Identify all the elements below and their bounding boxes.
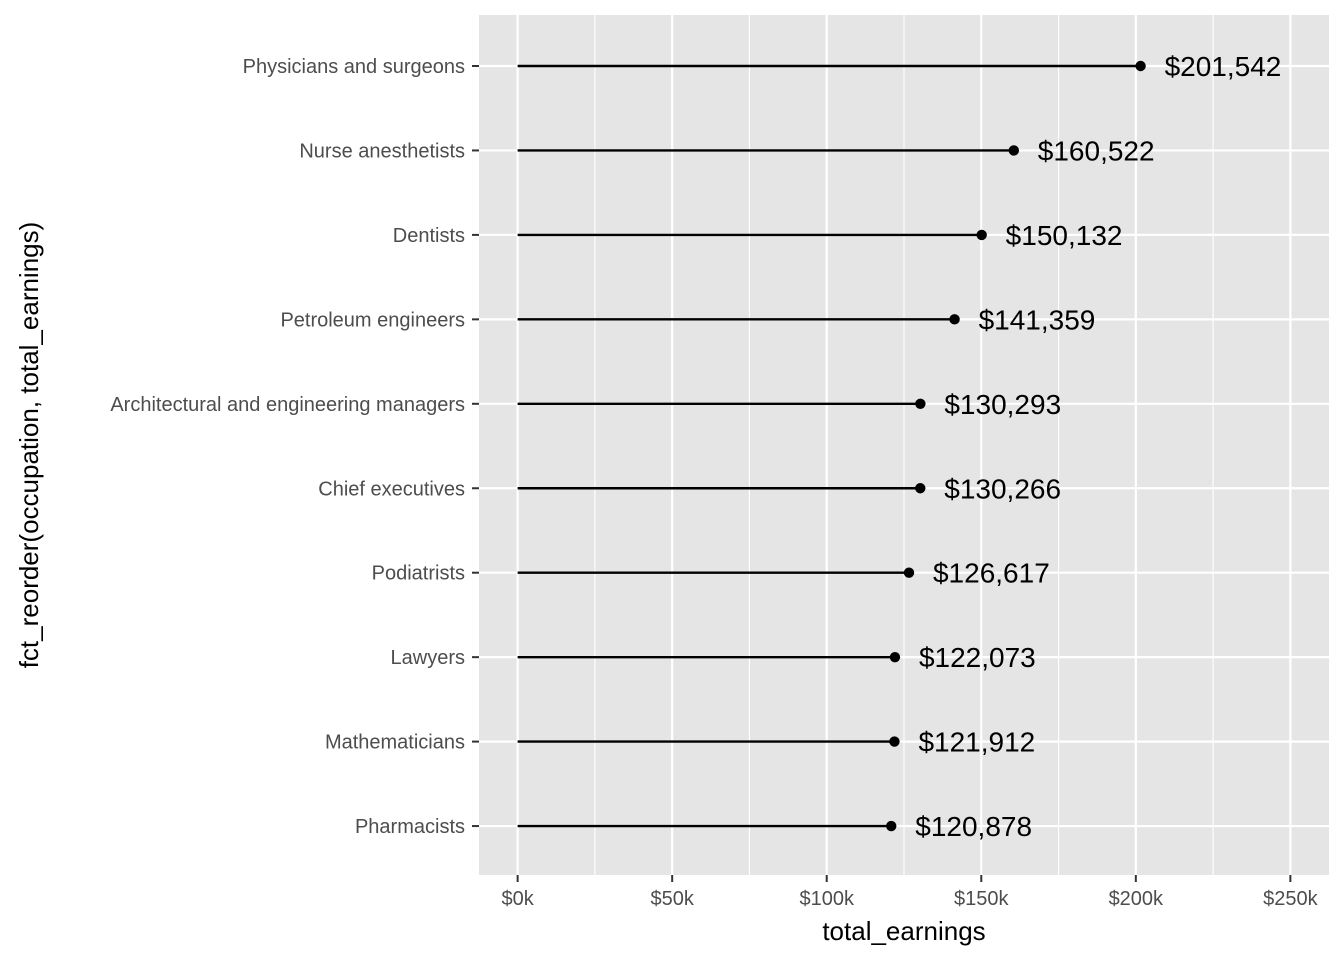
lollipop-point [889,736,900,747]
x-axis: $0k $50k $100k $150k $200k $250k [502,875,1319,910]
value-label: $201,542 [1165,51,1282,82]
value-label: $122,073 [919,642,1036,673]
value-label: $121,912 [918,727,1035,758]
y-tick-label: Chief executives [318,478,465,500]
y-tick-label: Physicians and surgeons [243,56,465,78]
lollipop-point [886,820,897,832]
lollipop-point [903,567,915,578]
y-tick-label: Petroleum engineers [280,309,465,331]
x-tick-label: $150k [954,888,1009,910]
lollipop-point [1135,60,1146,72]
value-label: $126,617 [933,558,1050,589]
lollipop-point [915,398,926,409]
x-tick-label: $0k [502,888,535,910]
y-tick-label: Dentists [393,225,465,247]
y-tick-label: Lawyers [391,647,465,669]
lollipop-point [889,651,901,663]
y-tick-label: Podiatrists [372,563,465,585]
lollipop-point [915,483,926,494]
value-label: $120,878 [915,811,1032,842]
y-tick-label: Nurse anesthetists [299,140,465,162]
value-label: $130,293 [944,389,1061,420]
x-axis-title: total_earnings [822,916,985,946]
x-tick-label: $250k [1263,888,1318,910]
value-label: $130,266 [944,473,1061,504]
y-axis-title: fct_reorder(occupation, total_earnings) [14,222,44,669]
value-label: $160,522 [1038,135,1155,166]
y-tick-label: Architectural and engineering managers [110,394,465,416]
lollipop-point [1008,145,1019,156]
x-tick-label: $100k [799,888,854,910]
value-label: $141,359 [979,304,1096,335]
minor-gridlines [594,15,1214,875]
y-axis: Physicians and surgeons Nurse anesthetist… [110,56,479,838]
y-tick-label: Pharmacists [355,816,465,838]
x-tick-label: $200k [1109,888,1164,910]
lollipop-point [949,314,960,325]
lollipop-marks: $201,542 $160,522 $150,132 $141,359 $130,293… [517,51,1282,842]
y-tick-label: Mathematicians [325,732,465,754]
lollipop-point [976,229,987,241]
x-tick-label: $50k [650,888,694,910]
value-label: $150,132 [1006,220,1123,251]
